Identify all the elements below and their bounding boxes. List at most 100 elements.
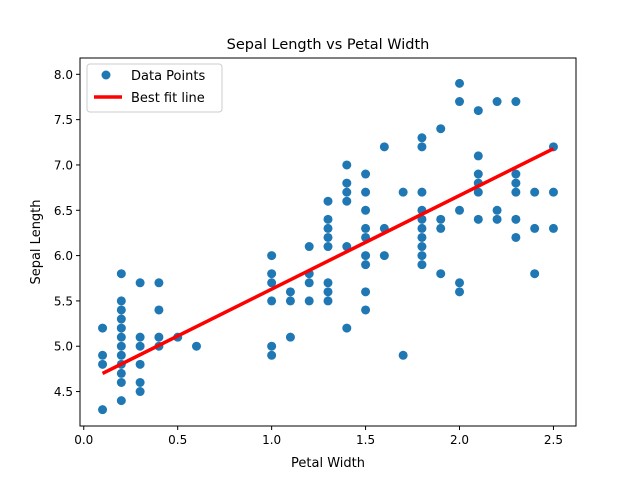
data-point bbox=[530, 223, 540, 233]
data-point bbox=[98, 359, 108, 369]
legend-box bbox=[86, 63, 223, 113]
best-fit-line bbox=[101, 147, 555, 375]
y-tick-label: 6.0 bbox=[54, 249, 73, 263]
data-point bbox=[323, 214, 333, 224]
data-point bbox=[511, 97, 521, 107]
data-point bbox=[455, 205, 465, 215]
data-point bbox=[417, 232, 427, 242]
y-tick-label: 5.5 bbox=[54, 294, 73, 308]
x-tick-label: 0.0 bbox=[74, 433, 93, 447]
y-tick-label: 7.5 bbox=[54, 113, 73, 127]
data-point bbox=[398, 350, 408, 360]
data-point bbox=[342, 323, 352, 333]
data-point bbox=[116, 350, 126, 360]
data-point bbox=[511, 178, 521, 188]
data-point bbox=[98, 405, 108, 415]
x-tick-label: 2.0 bbox=[450, 433, 469, 447]
data-point bbox=[285, 287, 295, 297]
data-point bbox=[154, 305, 164, 315]
data-point bbox=[361, 187, 371, 197]
data-point bbox=[267, 278, 277, 288]
data-point bbox=[135, 278, 145, 288]
data-point bbox=[417, 223, 427, 233]
data-point bbox=[492, 205, 502, 215]
data-point bbox=[135, 387, 145, 397]
data-point bbox=[455, 278, 465, 288]
data-point bbox=[548, 187, 558, 197]
data-point bbox=[379, 142, 389, 152]
data-point bbox=[436, 269, 446, 279]
data-point bbox=[154, 332, 164, 342]
data-point bbox=[267, 251, 277, 261]
data-point bbox=[304, 278, 314, 288]
data-point bbox=[135, 332, 145, 342]
data-point bbox=[361, 260, 371, 270]
data-point bbox=[473, 151, 483, 161]
data-point bbox=[285, 296, 295, 306]
data-point bbox=[323, 287, 333, 297]
legend-label-data-points: Data Points bbox=[131, 69, 205, 84]
y-tick-label: 8.0 bbox=[54, 68, 73, 82]
y-axis-ticks: 4.5 5.0 5.5 6.0 6.5 7.0 7.5 8.0 bbox=[54, 68, 80, 399]
data-point bbox=[473, 169, 483, 179]
data-point bbox=[267, 269, 277, 279]
data-point bbox=[361, 169, 371, 179]
data-point bbox=[455, 287, 465, 297]
x-axis-label: Petal Width bbox=[291, 456, 365, 471]
y-tick-label: 7.0 bbox=[54, 158, 73, 172]
x-axis-ticks: 0.0 0.5 1.0 1.5 2.0 2.5 bbox=[74, 426, 563, 447]
data-point bbox=[530, 187, 540, 197]
data-point bbox=[135, 359, 145, 369]
data-point bbox=[323, 223, 333, 233]
data-point bbox=[116, 305, 126, 315]
data-point bbox=[455, 78, 465, 88]
data-point bbox=[417, 142, 427, 152]
data-point bbox=[342, 187, 352, 197]
data-point bbox=[135, 341, 145, 351]
plot-frame bbox=[79, 57, 577, 427]
x-tick-label: 0.5 bbox=[168, 433, 187, 447]
data-point bbox=[285, 332, 295, 342]
data-point bbox=[511, 214, 521, 224]
legend-marker-data-points bbox=[101, 70, 111, 80]
x-tick-label: 2.5 bbox=[544, 433, 563, 447]
data-point bbox=[361, 287, 371, 297]
data-point bbox=[116, 296, 126, 306]
legend-label-best-fit: Best fit line bbox=[131, 91, 205, 106]
data-point bbox=[511, 169, 521, 179]
data-point bbox=[98, 350, 108, 360]
data-point bbox=[361, 223, 371, 233]
legend: Data Points Best fit line bbox=[86, 63, 223, 113]
y-tick-label: 5.0 bbox=[54, 340, 73, 354]
data-point bbox=[342, 160, 352, 170]
data-point bbox=[323, 278, 333, 288]
data-point bbox=[417, 242, 427, 252]
data-point bbox=[267, 296, 277, 306]
x-tick-label: 1.5 bbox=[356, 433, 375, 447]
data-point bbox=[323, 232, 333, 242]
data-point bbox=[379, 251, 389, 261]
data-point bbox=[530, 269, 540, 279]
data-point bbox=[135, 377, 145, 387]
data-point bbox=[417, 187, 427, 197]
data-point bbox=[361, 251, 371, 261]
data-point bbox=[98, 323, 108, 333]
data-point bbox=[323, 242, 333, 252]
data-point bbox=[548, 223, 558, 233]
y-axis-label: Sepal Length bbox=[29, 199, 44, 284]
data-point bbox=[436, 223, 446, 233]
data-point bbox=[417, 133, 427, 143]
data-point bbox=[398, 187, 408, 197]
data-point bbox=[116, 269, 126, 279]
data-point bbox=[436, 124, 446, 134]
data-point bbox=[116, 332, 126, 342]
data-point bbox=[191, 341, 201, 351]
data-point bbox=[116, 341, 126, 351]
data-point bbox=[267, 341, 277, 351]
data-point bbox=[361, 205, 371, 215]
data-point bbox=[492, 97, 502, 107]
data-point bbox=[417, 260, 427, 270]
data-point bbox=[304, 242, 314, 252]
data-point bbox=[323, 296, 333, 306]
data-point bbox=[473, 106, 483, 116]
